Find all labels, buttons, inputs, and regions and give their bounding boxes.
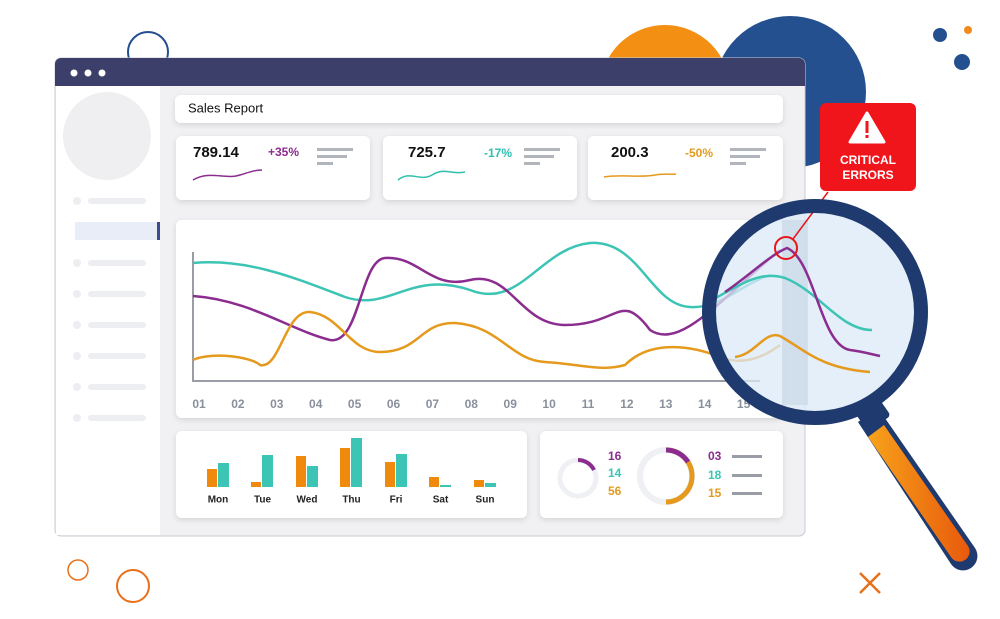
donut-arc [665,447,691,464]
sparkline [603,173,677,178]
stats-card [540,431,783,518]
kpi-card [176,136,370,200]
stat-value: 16 [608,449,622,463]
window-dot [84,69,92,77]
x-label: 11 [582,397,595,411]
x-label: 07 [426,397,440,411]
kpi-value: 725.7 [408,144,446,161]
alert-text: CRITICAL [840,153,896,167]
donut-arc [577,458,596,472]
curves [192,241,781,370]
deco-ring [116,569,150,603]
x-label: 10 [542,397,556,411]
axes [192,252,760,382]
title-bar [55,58,805,86]
x-label: 12 [620,397,634,411]
line-chart-card [176,220,783,418]
magnifier [702,191,978,571]
x-label: 01 [192,397,206,411]
x-label: 06 [387,397,401,411]
kpi-card [383,136,577,200]
kpi-change: -50% [685,146,713,160]
alert-icon [865,121,869,133]
bars [207,438,496,487]
kpi-change: +35% [268,145,299,159]
day-label: Wed [297,495,318,506]
deco-dot [964,26,972,34]
labels: 01 02 03 04 05 06 07 08 09 10 11 12 13 14 15 Mon Tue Wed T… [192,397,750,505]
deco-dot [954,54,970,70]
sparkline [192,169,263,181]
x-label: 03 [270,397,284,411]
kpi-lines [317,148,766,165]
page-title: Sales Report [188,100,264,115]
day-label: Fri [390,495,403,506]
stat-value: 03 [708,449,722,463]
day-label: Thu [342,495,360,506]
window-dot [70,69,78,77]
sparkline [397,170,466,181]
day-label: Sun [476,495,495,506]
kpi-card [588,136,783,200]
x-label: 04 [309,397,323,411]
sidebar-items [73,197,160,422]
day-label: Sat [433,495,449,506]
alert-box [820,103,916,191]
x-label: 02 [231,397,245,411]
stat-lines [732,455,762,495]
kpi-value: 200.3 [611,144,649,161]
stat-value: 15 [708,486,722,500]
header-bar [175,95,783,123]
stat-value: 14 [608,466,622,480]
x-label: 14 [698,397,712,411]
deco-cross [859,572,881,594]
window-dot [98,69,106,77]
x-label: 13 [659,397,673,411]
alert-icon [865,135,869,138]
day-label: Tue [254,495,271,506]
deco-ring [67,559,89,581]
kpi-value: 789.14 [193,144,240,161]
x-label: 09 [504,397,518,411]
day-label: Mon [208,495,229,506]
stat-value: 56 [608,484,622,498]
stat-value: 18 [708,468,722,482]
x-label: 05 [348,397,362,411]
alert-text: ERRORS [842,168,893,182]
deco-dot [933,28,947,42]
x-label: 08 [465,397,479,411]
avatar [63,92,151,180]
kpi-change: -17% [484,146,512,160]
